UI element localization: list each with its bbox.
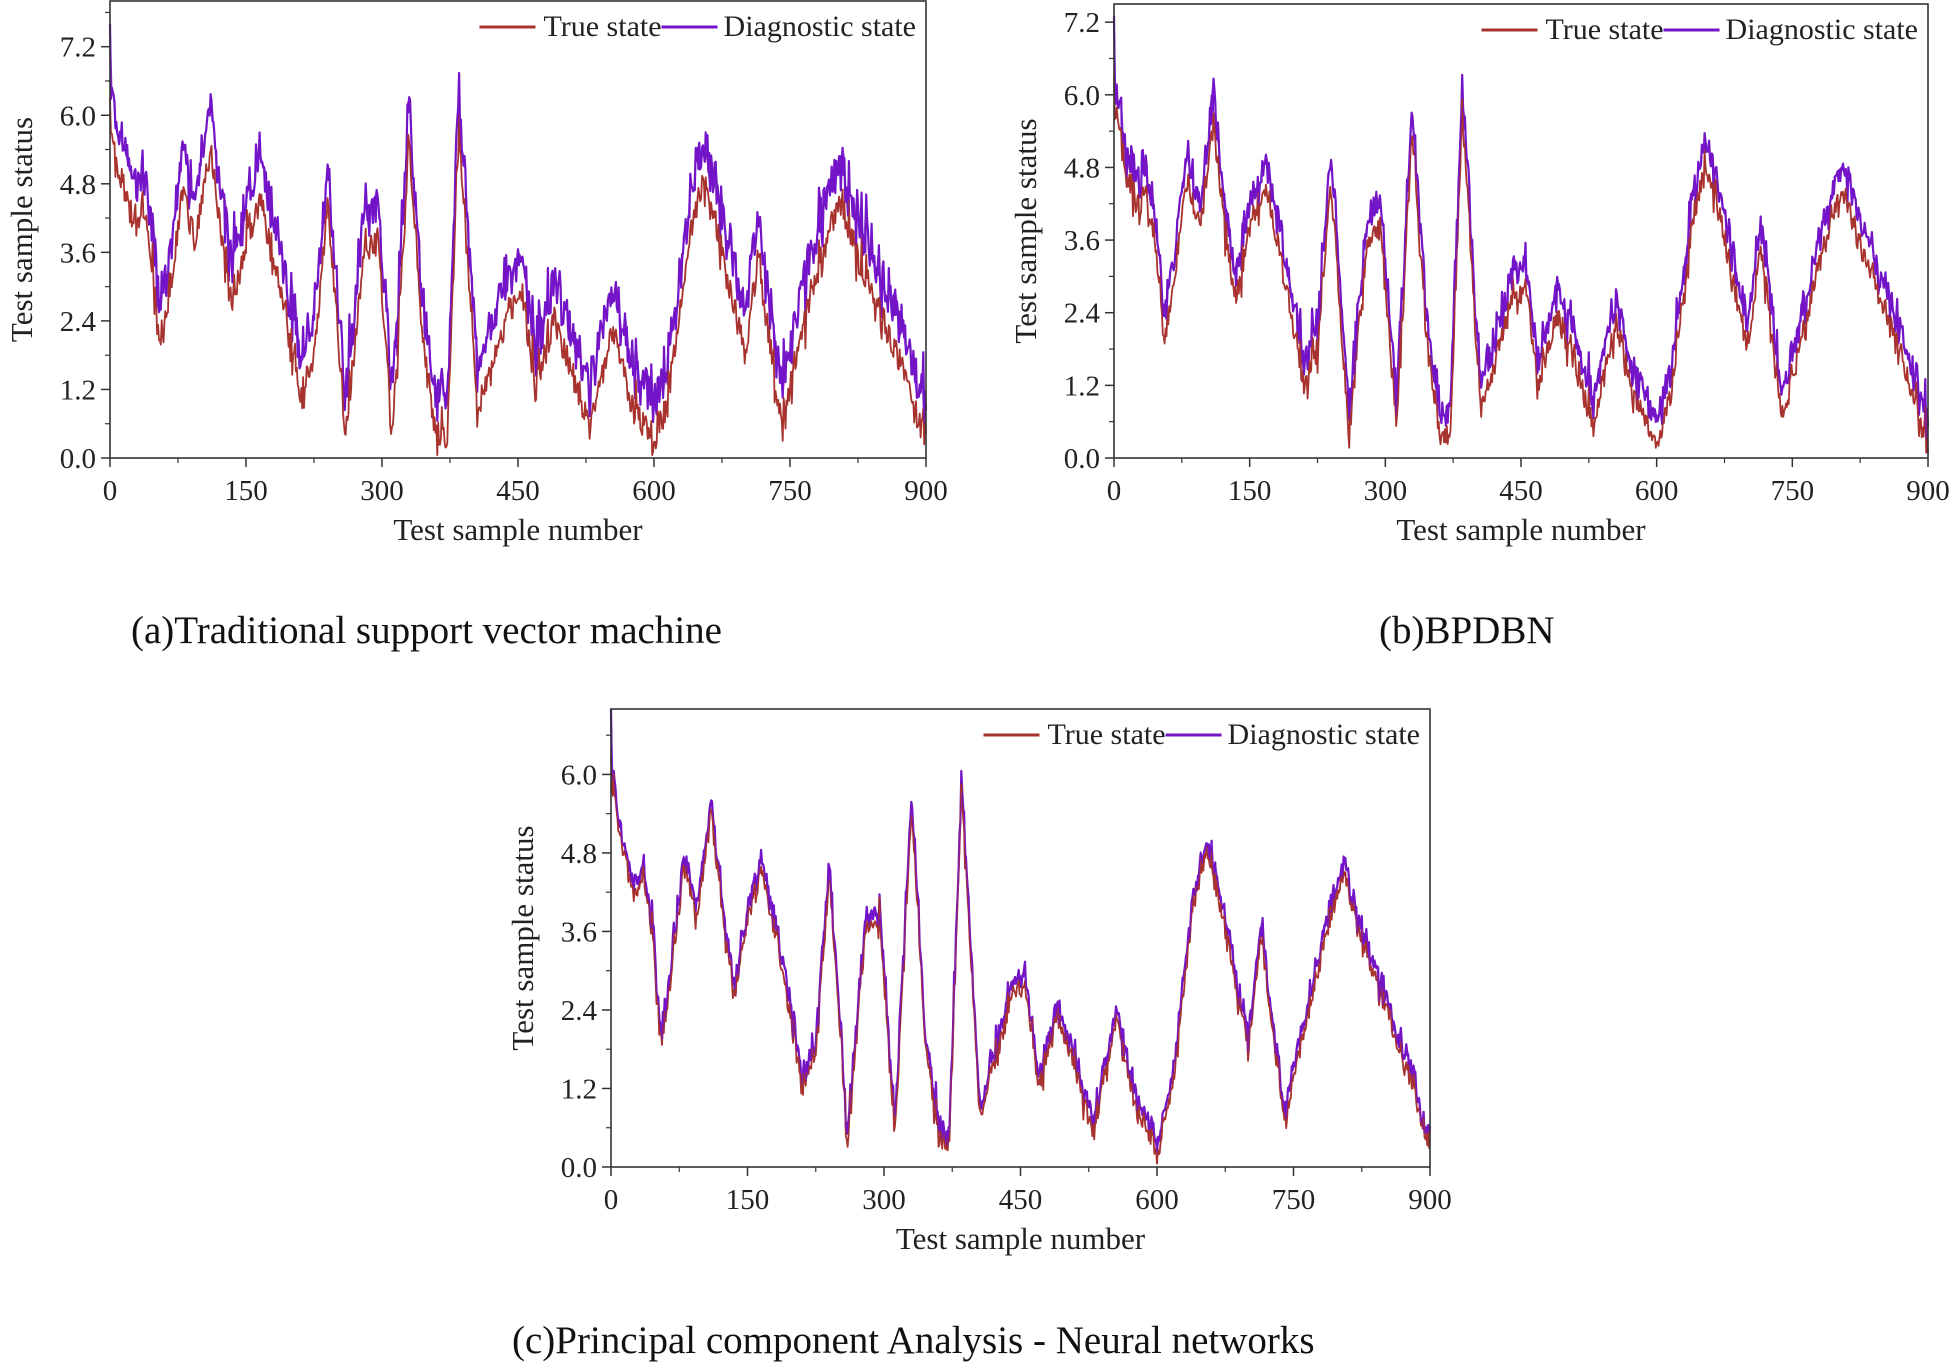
diagnostic-state-line [1112,16,1930,441]
chart-panel-c: 0 150 300 450 600 750 900 0.0 1.2 2.4 3.6 4.8 6.0 Tes… [505,708,1452,1256]
x-tick-label: 0 [103,475,118,507]
legend-label-true-state: True state [543,10,661,43]
y-tick-label: 4.8 [60,169,96,201]
x-tick-label: 600 [1135,1184,1179,1216]
diagnostic-state-line-overlay [109,23,927,424]
y-tick-label: 1.2 [561,1073,597,1105]
x-tick-label: 450 [496,475,540,507]
diagnostic-state-line-overlay [1113,16,1929,440]
x-tick-label: 0 [604,1184,619,1216]
y-axis-label: Test sample status [1008,118,1043,343]
caption-c: (c)Principal component Analysis - Neural… [512,1319,1315,1362]
legend-label-true-state: True state [1545,13,1663,46]
y-axis-label: Test sample status [505,825,540,1050]
legend-label-diagnostic-state: Diagnostic state [1726,13,1918,46]
y-tick-label: 1.2 [1064,370,1100,402]
x-tick-label: 450 [999,1184,1043,1216]
true-state-line [610,754,1431,1165]
y-tick-label: 6.0 [60,100,96,132]
y-tick-label: 4.8 [561,838,597,870]
y-axis-label: Test sample status [4,117,39,342]
x-tick-label: 900 [904,475,948,507]
diagnostic-state-line [609,708,1432,1154]
x-tick-label: 0 [1107,475,1122,507]
x-axis-label: Test sample number [393,512,643,547]
y-tick-label: 4.8 [1064,152,1100,184]
diagnostic-state-line-overlay [610,708,1431,1153]
x-tick-label: 900 [1906,475,1950,507]
chart-panel-b: 0 150 300 450 600 750 900 0.0 1.2 2.4 3.6 4.8 6.0 7.2… [1008,3,1950,547]
x-tick-label: 300 [360,475,404,507]
x-tick-label: 150 [224,475,268,507]
y-tick-label: 0.0 [561,1152,597,1184]
y-tick-label: 0.0 [60,443,96,475]
y-tick-label: 3.6 [60,237,96,269]
chart-panel-a: 0 150 300 450 600 750 900 0.0 1.2 2.4 3.6 4.8 6.0 7.2… [4,0,948,547]
x-tick-label: 750 [1272,1184,1316,1216]
plot-frame [610,708,1431,1168]
x-tick-label: 750 [1771,475,1815,507]
x-tick-label: 900 [1408,1184,1452,1216]
y-tick-label: 3.6 [561,916,597,948]
x-tick-label: 150 [726,1184,770,1216]
caption-a: (a)Traditional support vector machine [131,609,722,652]
x-axis-label: Test sample number [1396,512,1646,547]
y-tick-label: 3.6 [1064,225,1100,257]
legend-label-diagnostic-state: Diagnostic state [1228,718,1420,751]
x-tick-label: 600 [632,475,676,507]
y-tick-label: 2.4 [60,306,97,338]
true-state-line [1113,76,1929,454]
y-tick-label: 2.4 [561,995,598,1027]
y-tick-label: 7.2 [1064,7,1100,39]
plot-frame [109,0,927,459]
y-tick-label: 0.0 [1064,443,1100,475]
y-tick-label: 1.2 [60,374,96,406]
x-tick-label: 150 [1228,475,1272,507]
y-tick-label: 6.0 [1064,80,1100,112]
x-tick-label: 750 [768,475,812,507]
legend-label-true-state: True state [1047,718,1165,751]
diagnostic-state-line [108,23,928,425]
true-state-line [109,98,927,457]
x-tick-label: 600 [1635,475,1679,507]
x-tick-label: 300 [862,1184,906,1216]
y-tick-label: 2.4 [1064,298,1101,330]
plot-frame [1113,3,1929,459]
y-tick-label: 6.0 [561,759,597,791]
y-tick-label: 7.2 [60,32,96,64]
caption-b: (b)BPDBN [1379,609,1555,652]
x-axis-label: Test sample number [896,1221,1146,1256]
legend-label-diagnostic-state: Diagnostic state [724,10,916,43]
x-tick-label: 450 [1499,475,1543,507]
x-tick-label: 300 [1364,475,1408,507]
